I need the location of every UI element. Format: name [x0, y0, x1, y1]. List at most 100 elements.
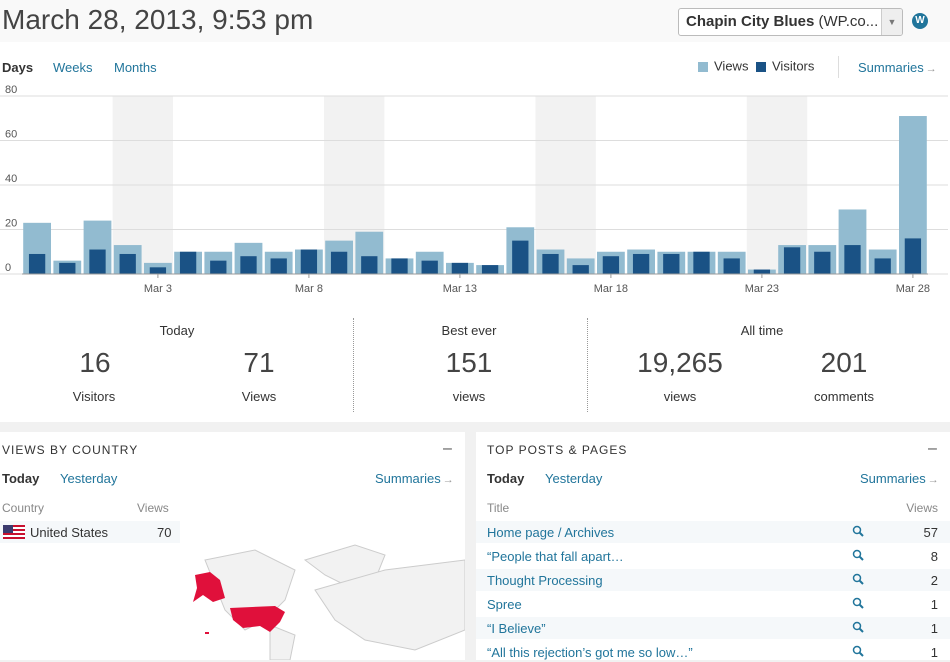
best-views-label: views: [452, 389, 486, 404]
row-bg: [476, 521, 950, 543]
site-select[interactable]: Chapin City Blues (WP.co... ▼: [678, 8, 903, 36]
bar: [240, 256, 257, 274]
magnify-icon[interactable]: [852, 620, 864, 633]
map-hawaii: [205, 632, 209, 634]
site-name: Chapin City Blues: [686, 13, 815, 30]
map-alaska: [193, 572, 225, 602]
collapse[interactable]: –: [928, 440, 937, 457]
chart: 0 20 40 60 80 Views Visitors Mar 3 Mar 8 Mar 13 Ma…: [0, 58, 948, 295]
flag-canton: [3, 525, 13, 533]
magnify-icon[interactable]: [852, 596, 864, 609]
tab-today[interactable]: Today: [487, 471, 525, 486]
tab-months[interactable]: Months: [114, 60, 157, 75]
magnify-icon[interactable]: [852, 644, 864, 657]
post-title[interactable]: “I Believe”: [487, 621, 546, 636]
legend-label: Views: [714, 58, 749, 73]
summaries-link[interactable]: Summaries: [860, 471, 939, 486]
x-tick-label: Mar 13: [443, 283, 477, 295]
bar: [783, 247, 801, 274]
legend-separator: [838, 56, 839, 78]
column-header: Country: [2, 501, 45, 515]
y-tick-label: 0: [5, 262, 11, 274]
alltime-views: 19,265: [637, 347, 723, 378]
y-tick-label: 80: [5, 84, 17, 96]
bar: [753, 269, 771, 274]
best-views: 151: [445, 347, 493, 378]
separator: [587, 318, 588, 412]
magnify-icon[interactable]: [852, 548, 864, 561]
column-header: Views: [906, 501, 938, 515]
post-views: 1: [930, 597, 938, 612]
bar: [874, 258, 891, 274]
tab-yesterday[interactable]: Yesterday: [60, 471, 118, 486]
post-title[interactable]: Spree: [487, 597, 522, 612]
map-land: [314, 559, 465, 651]
summaries-link[interactable]: Summaries: [375, 471, 454, 486]
x-tick-label: Mar 28: [896, 283, 930, 295]
bar: [572, 265, 589, 274]
bar: [481, 265, 499, 274]
y-tick-label: 60: [5, 128, 17, 140]
bar: [391, 258, 408, 274]
post-title[interactable]: Home page / Archives: [487, 525, 615, 540]
magnify-icon[interactable]: [852, 572, 864, 585]
best-label: Best ever: [441, 323, 497, 338]
post-title[interactable]: “All this rejection’s got me so low…”: [487, 645, 693, 660]
country-views: 70: [157, 525, 172, 540]
x-tick-label: Mar 8: [295, 283, 323, 295]
legend-label: Visitors: [772, 58, 815, 73]
select-arrow: ▼: [881, 9, 902, 35]
row-bg: [0, 521, 180, 543]
x-tick-label: Mar 18: [594, 283, 628, 295]
bar: [361, 256, 378, 274]
bar: [693, 251, 710, 274]
column-header: Views: [137, 501, 169, 515]
today-label: Today: [159, 323, 195, 338]
tab-yesterday[interactable]: Yesterday: [545, 471, 603, 486]
bar: [602, 256, 620, 274]
bar: [179, 251, 197, 274]
tab-weeks[interactable]: Weeks: [53, 60, 93, 75]
legend-swatch: [698, 62, 708, 72]
bar: [723, 258, 740, 274]
bar: [632, 253, 650, 274]
bar: [300, 249, 318, 274]
bar: [451, 262, 469, 274]
country-name: United States: [30, 525, 109, 540]
row-bg: [476, 617, 950, 639]
map-land: [269, 624, 296, 660]
magnify-glyph: [852, 573, 864, 585]
bar: [904, 238, 922, 274]
alltime-views-label: views: [663, 389, 697, 404]
bar: [421, 260, 438, 274]
column-header: Title: [487, 501, 510, 515]
magnify-glyph: [852, 525, 864, 537]
page-title: March 28, 2013, 9:53 pm: [2, 4, 314, 35]
post-title[interactable]: “People that fall apart…: [487, 549, 624, 564]
bar: [512, 240, 529, 274]
post-views: 8: [930, 549, 938, 564]
alltime-label: All time: [740, 323, 784, 338]
magnify-glyph: [852, 621, 864, 633]
wp-logo[interactable]: W: [912, 13, 928, 29]
summaries-link[interactable]: Summaries: [858, 60, 937, 75]
map-usa: [230, 606, 285, 632]
world-map: [193, 544, 465, 660]
tab-today[interactable]: Today: [2, 471, 40, 486]
magnify-icon[interactable]: [852, 524, 864, 537]
panel-title: TOP POSTS & PAGES: [487, 443, 628, 457]
magnify-glyph: [852, 549, 864, 561]
collapse[interactable]: –: [443, 440, 452, 457]
bar: [270, 258, 287, 274]
y-tick-label: 20: [5, 217, 17, 229]
today-visitors-label: Visitors: [72, 389, 116, 404]
bar: [542, 253, 559, 274]
bar: [210, 260, 227, 274]
tab-days[interactable]: Days: [2, 60, 34, 75]
site-suffix: (WP.co...: [818, 13, 879, 30]
legend-swatch: [756, 62, 766, 72]
post-title[interactable]: Thought Processing: [487, 573, 603, 588]
post-views: 1: [930, 621, 938, 636]
bar: [149, 267, 167, 274]
separator: [353, 318, 354, 412]
